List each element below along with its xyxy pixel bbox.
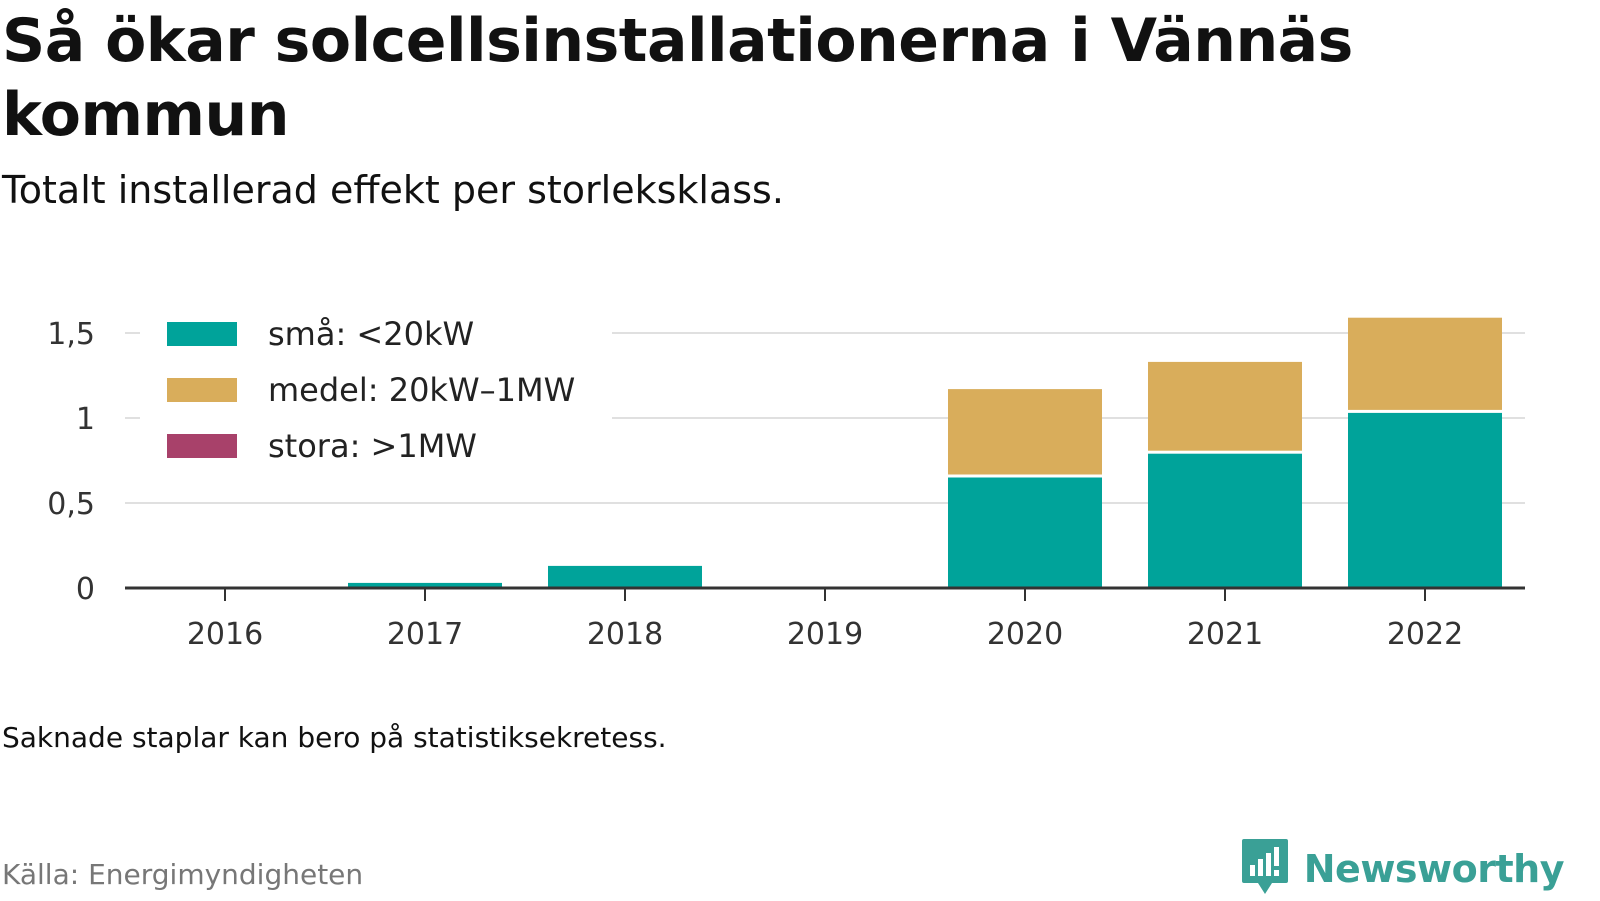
legend-label: medel: 20kW–1MW (268, 371, 575, 409)
bars (348, 317, 1502, 588)
source-credit: Källa: Energimyndigheten (2, 858, 364, 891)
legend-label: små: <20kW (268, 315, 474, 353)
bar-segment-sma (348, 582, 502, 588)
legend-swatch (167, 322, 237, 346)
y-tick-label: 1 (76, 402, 95, 437)
newsworthy-logo-icon (1240, 837, 1290, 901)
footnote: Saknade staplar kan bero på statistiksek… (2, 721, 667, 754)
bar-segment-sma (548, 565, 702, 588)
legend-swatch (167, 434, 237, 458)
x-tick-label: 2019 (787, 617, 863, 652)
legend: små: <20kW medel: 20kW–1MW stora: >1MW (140, 310, 612, 480)
bar-segment-medel (948, 389, 1102, 475)
axes: 0 0,5 1 1,5 2016 2017 2018 2019 2020 2021 2022 (47, 317, 1525, 652)
bar-segment-medel (1348, 317, 1502, 410)
chart-subtitle: Totalt installerad effekt per storlekskl… (2, 168, 784, 212)
x-tick-label: 2022 (1387, 617, 1463, 652)
legend-label: stora: >1MW (268, 427, 477, 465)
x-tick-label: 2017 (387, 617, 463, 652)
x-tick-label: 2020 (987, 617, 1063, 652)
y-tick-label: 0 (76, 572, 95, 607)
bar-segment-sma (948, 477, 1102, 588)
x-tick-label: 2021 (1187, 617, 1263, 652)
chart-title: Så ökar solcellsinstallationerna i Vännä… (2, 6, 1353, 150)
bar-segment-sma (1348, 412, 1502, 588)
y-tick-label: 0,5 (47, 487, 95, 522)
brand-logo: Newsworthy (1240, 837, 1565, 901)
brand-name: Newsworthy (1303, 847, 1565, 891)
x-tick-label: 2016 (187, 617, 263, 652)
bar-segment-medel (1148, 361, 1302, 451)
bar-segment-sma (1148, 453, 1302, 588)
legend-swatch (167, 378, 237, 402)
y-tick-label: 1,5 (47, 317, 95, 352)
x-tick-label: 2018 (587, 617, 663, 652)
stacked-bar-chart: 0 0,5 1 1,5 2016 2017 2018 2019 2020 2021 2022 små… (47, 310, 1525, 652)
